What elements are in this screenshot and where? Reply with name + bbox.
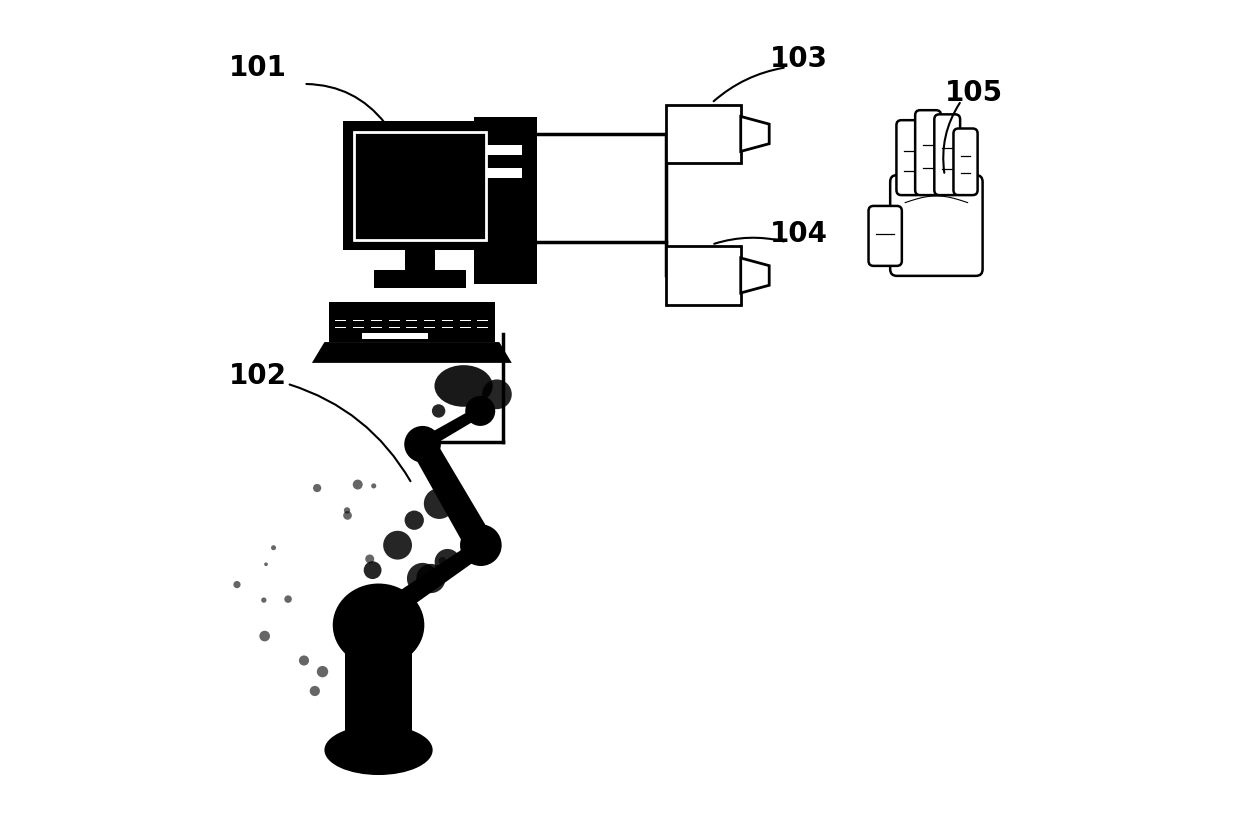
Circle shape: [366, 555, 374, 564]
Bar: [666, 105, 740, 163]
Circle shape: [316, 666, 329, 677]
Polygon shape: [740, 117, 769, 152]
Circle shape: [272, 545, 277, 550]
Text: 102: 102: [228, 362, 286, 389]
Bar: [345, 626, 412, 750]
Bar: [343, 122, 497, 250]
Circle shape: [259, 631, 270, 641]
Circle shape: [404, 510, 424, 530]
Circle shape: [371, 484, 376, 489]
Circle shape: [335, 626, 341, 631]
Circle shape: [482, 379, 512, 409]
Circle shape: [407, 563, 438, 594]
Polygon shape: [408, 445, 497, 545]
Circle shape: [284, 595, 291, 603]
Circle shape: [262, 597, 267, 603]
Circle shape: [310, 686, 320, 696]
FancyBboxPatch shape: [890, 175, 982, 276]
Circle shape: [233, 581, 241, 588]
Circle shape: [460, 525, 502, 566]
Circle shape: [383, 530, 412, 560]
Ellipse shape: [332, 584, 424, 667]
Bar: [487, 145, 522, 155]
Bar: [666, 246, 740, 304]
FancyBboxPatch shape: [954, 128, 977, 195]
Bar: [487, 168, 522, 178]
Ellipse shape: [434, 365, 492, 407]
Bar: [362, 333, 429, 339]
Circle shape: [342, 639, 346, 642]
Polygon shape: [361, 545, 497, 617]
FancyBboxPatch shape: [868, 206, 901, 266]
Circle shape: [343, 507, 350, 514]
Ellipse shape: [325, 725, 433, 775]
FancyBboxPatch shape: [897, 120, 921, 195]
Circle shape: [352, 480, 362, 490]
Circle shape: [398, 669, 405, 676]
Circle shape: [343, 511, 352, 520]
FancyBboxPatch shape: [915, 110, 941, 195]
Circle shape: [312, 484, 321, 492]
Polygon shape: [410, 411, 491, 445]
Text: 103: 103: [770, 45, 828, 73]
Bar: [353, 133, 486, 239]
Bar: [474, 118, 537, 284]
Circle shape: [299, 656, 309, 666]
Text: 104: 104: [770, 220, 828, 249]
Circle shape: [363, 561, 382, 579]
Circle shape: [465, 396, 495, 426]
FancyBboxPatch shape: [934, 114, 960, 195]
Circle shape: [417, 564, 445, 593]
Circle shape: [435, 549, 460, 575]
Circle shape: [264, 562, 268, 566]
Bar: [329, 302, 495, 342]
Text: 101: 101: [228, 53, 286, 82]
Polygon shape: [312, 342, 512, 363]
Circle shape: [439, 557, 446, 565]
Text: 105: 105: [945, 78, 1003, 107]
Bar: [405, 242, 435, 275]
Circle shape: [432, 404, 445, 418]
Circle shape: [424, 488, 455, 519]
Polygon shape: [740, 258, 769, 293]
Circle shape: [365, 676, 372, 683]
Circle shape: [404, 426, 441, 463]
Bar: [374, 269, 466, 288]
